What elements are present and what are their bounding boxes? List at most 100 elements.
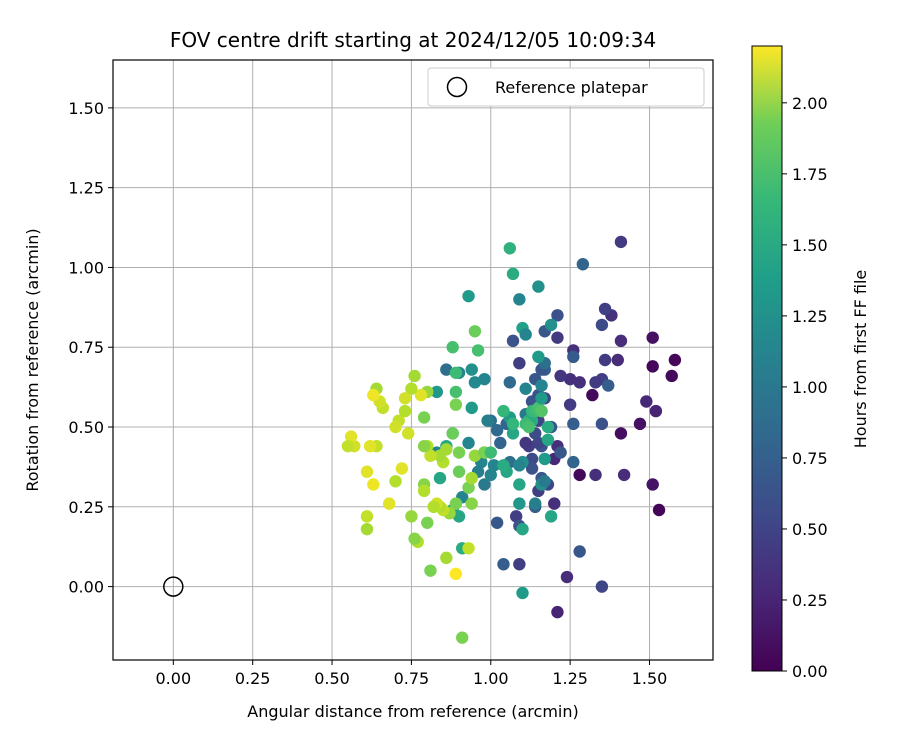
data-point [602, 379, 615, 392]
x-tick-label: 0.75 [394, 669, 430, 688]
data-point [417, 439, 431, 453]
data-point [617, 468, 631, 482]
x-tick-label: 1.00 [473, 669, 509, 688]
data-point [408, 369, 421, 383]
data-point [541, 433, 555, 446]
y-tick-label: 1.00 [68, 258, 104, 277]
data-point [408, 532, 421, 545]
data-point [402, 427, 415, 440]
data-point [513, 356, 526, 370]
data-point [538, 452, 551, 466]
data-point [465, 363, 478, 376]
colorbar-tick-label: 0.75 [792, 449, 828, 468]
data-point [576, 258, 590, 271]
data-point [506, 427, 520, 440]
y-axis-ticks: 0.00 0.25 0.50 0.75 1.00 1.25 1.50 [68, 99, 113, 597]
data-point [589, 376, 602, 389]
plot-frame [112, 59, 714, 661]
data-point [633, 417, 647, 431]
legend-box [427, 67, 705, 107]
data-point [421, 516, 434, 529]
colorbar-label: Hours from first FF file [851, 270, 870, 449]
data-point [544, 318, 558, 332]
colorbar-tick-label: 1.00 [792, 378, 828, 397]
data-point [465, 497, 478, 510]
data-point [646, 360, 659, 373]
data-point [665, 369, 678, 383]
y-tick-label: 0.00 [68, 578, 104, 597]
data-point [341, 439, 355, 453]
data-point [513, 558, 526, 571]
data-point [519, 382, 532, 395]
data-point [478, 478, 491, 491]
data-point [490, 424, 504, 437]
legend-marker-icon [446, 76, 468, 98]
data-point [544, 510, 558, 523]
data-point [538, 475, 551, 488]
data-point [462, 481, 475, 494]
data-point [497, 459, 510, 472]
data-point [506, 334, 520, 348]
x-axis-ticks: 0.00 0.25 0.50 0.75 1.00 1.25 1.50 [156, 660, 667, 688]
data-point [535, 392, 548, 405]
data-point [344, 430, 358, 443]
data-point [433, 471, 447, 485]
data-point [462, 289, 475, 303]
data-point [490, 516, 504, 529]
data-point [465, 471, 478, 485]
data-point [398, 404, 412, 418]
data-point [652, 503, 666, 517]
data-point [573, 468, 586, 482]
data-point [554, 446, 567, 459]
data-point [668, 353, 682, 367]
data-point [424, 564, 437, 577]
data-point [462, 542, 475, 555]
data-point [506, 267, 520, 281]
data-point [595, 318, 609, 332]
data-point [487, 459, 501, 472]
data-point [468, 449, 482, 462]
data-point [532, 350, 545, 364]
data-point [535, 379, 548, 392]
data-point [503, 376, 517, 389]
data-point [513, 459, 526, 472]
data-point [611, 353, 624, 367]
data-point [452, 446, 466, 459]
data-point [614, 427, 628, 440]
data-point [398, 392, 412, 405]
data-point [563, 372, 577, 386]
data-point [389, 475, 402, 488]
y-tick-label: 0.50 [68, 418, 104, 437]
data-point [494, 436, 507, 450]
data-point [449, 497, 463, 510]
data-point [471, 344, 485, 357]
data-point [382, 497, 396, 510]
data-point [360, 522, 374, 536]
data-point [513, 497, 526, 510]
data-point [449, 385, 463, 399]
data-point [449, 567, 463, 581]
data-point [360, 465, 374, 478]
data-point [551, 331, 564, 344]
x-tick-label: 0.00 [156, 669, 192, 688]
data-point [424, 449, 437, 462]
data-point [535, 404, 548, 418]
data-point [497, 404, 510, 418]
data-point [462, 436, 475, 450]
data-point [513, 293, 526, 306]
data-point [541, 420, 555, 434]
data-point [430, 385, 444, 399]
y-tick-label: 1.25 [68, 179, 104, 198]
data-point [525, 462, 539, 475]
reference-platepar-marker [163, 576, 184, 597]
colorbar-tick-label: 0.00 [792, 662, 828, 681]
data-point [519, 436, 532, 450]
data-point [548, 497, 561, 510]
data-point [484, 446, 497, 459]
data-point [563, 398, 577, 411]
colorbar-gradient [751, 45, 783, 672]
data-point [598, 302, 612, 316]
data-point [573, 545, 586, 558]
data-point [614, 334, 628, 348]
data-point [449, 366, 463, 379]
